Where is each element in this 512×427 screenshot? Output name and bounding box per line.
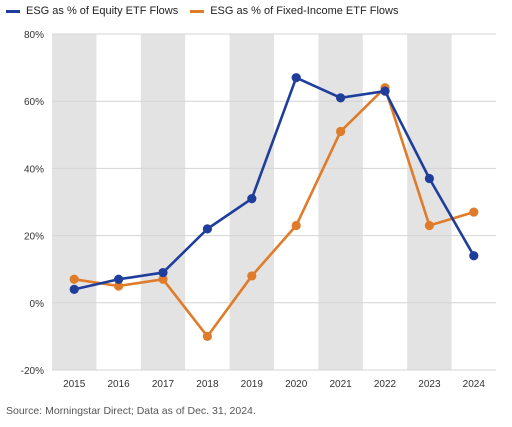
grid-band xyxy=(318,34,363,370)
data-point xyxy=(158,267,168,278)
data-point xyxy=(158,274,168,284)
legend: ESG as % of Equity ETF Flows ESG as % of… xyxy=(6,5,399,17)
series-line xyxy=(74,86,475,338)
x-tick-label: 2019 xyxy=(241,379,264,390)
data-point xyxy=(202,331,212,341)
grid-band xyxy=(52,34,97,370)
x-tick-label: 2023 xyxy=(418,379,441,390)
x-tick-label: 2017 xyxy=(152,379,175,390)
data-point xyxy=(69,284,79,294)
data-point xyxy=(336,93,346,103)
x-tick-label: 2018 xyxy=(196,379,219,390)
y-tick-label: 80% xyxy=(24,30,44,41)
data-point xyxy=(424,220,434,231)
legend-item-fixed-income: ESG as % of Fixed-Income ETF Flows xyxy=(190,5,399,17)
x-tick-label: 2016 xyxy=(107,379,130,390)
legend-label-equity: ESG as % of Equity ETF Flows xyxy=(26,5,179,17)
x-tick-label: 2022 xyxy=(374,379,397,390)
x-tick-label: 2020 xyxy=(285,379,308,390)
data-point xyxy=(69,274,79,284)
data-point xyxy=(469,207,479,217)
data-point xyxy=(114,281,124,291)
data-point xyxy=(380,86,390,96)
y-tick-label: 0% xyxy=(30,299,45,310)
legend-label-fixed-income: ESG as % of Fixed-Income ETF Flows xyxy=(210,5,399,17)
x-tick-label: 2021 xyxy=(329,379,352,390)
data-point xyxy=(247,271,257,281)
source-note: Source: Morningstar Direct; Data as of D… xyxy=(6,405,256,417)
data-point xyxy=(202,224,212,234)
x-tick-label: 2024 xyxy=(463,379,486,390)
legend-swatch-fixed-income xyxy=(190,9,205,13)
data-point xyxy=(469,251,479,261)
y-tick-label: -20% xyxy=(21,366,44,377)
grid-band xyxy=(407,34,452,370)
data-point xyxy=(424,173,434,184)
data-point xyxy=(247,194,257,204)
data-point xyxy=(291,220,301,231)
data-point xyxy=(291,73,301,83)
legend-swatch-equity xyxy=(6,9,20,13)
grid-band xyxy=(140,34,186,370)
series-line xyxy=(73,76,475,291)
legend-item-equity: ESG as % of Equity ETF Flows xyxy=(6,5,178,17)
y-tick-label: 40% xyxy=(24,164,44,175)
y-tick-label: 20% xyxy=(24,232,44,243)
x-tick-label: 2015 xyxy=(63,379,86,390)
data-point xyxy=(114,274,124,284)
data-point xyxy=(336,126,346,137)
y-tick-label: 60% xyxy=(24,97,44,108)
